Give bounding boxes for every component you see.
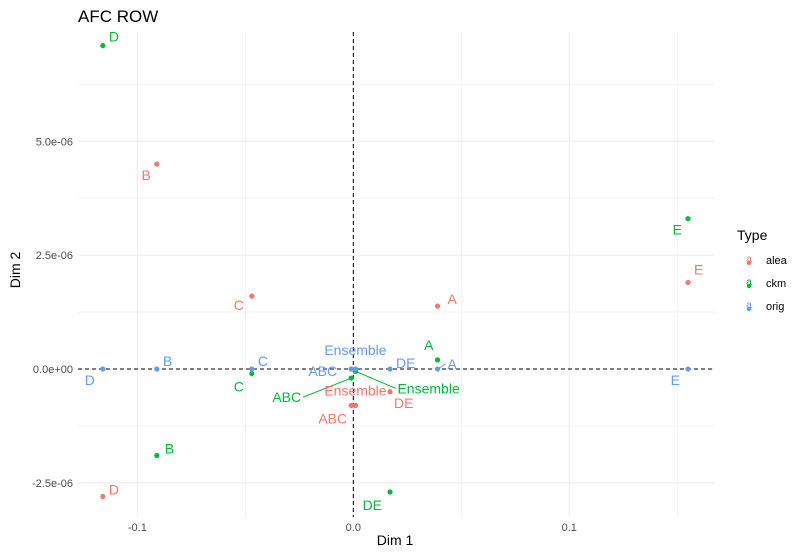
point-label-alea-abc: ABC <box>318 410 347 426</box>
scatter-point-ckm-abc <box>348 375 354 381</box>
point-label-orig-abc: ABC <box>308 363 337 379</box>
point-label-alea-ensemble: Ensemble <box>324 382 386 398</box>
point-label-ckm-a: A <box>424 337 434 353</box>
legend-item-orig: a orig <box>746 300 784 313</box>
legend: Type a alea a ckm a orig <box>737 227 788 313</box>
scatter-point-orig-a <box>434 366 441 372</box>
x-tick-label: 0.1 <box>562 522 577 534</box>
scatter-point-orig-e <box>685 366 691 372</box>
legend-label: alea <box>766 255 788 267</box>
scatter-point-orig-c <box>249 366 255 372</box>
point-label-alea-b: B <box>141 167 150 183</box>
point-label-alea-d: D <box>109 482 119 498</box>
point-label-alea-a: A <box>448 291 458 307</box>
point-label-orig-b: B <box>163 353 172 369</box>
scatter-point-orig-b <box>154 366 160 372</box>
point-label-orig-ensemble: Ensemble <box>324 342 386 358</box>
label-connector <box>302 377 352 398</box>
scatter-point-alea-b <box>154 161 160 167</box>
scatter-point-orig-abc <box>348 366 354 372</box>
scatter-point-ckm-c <box>249 370 255 377</box>
legend-title: Type <box>737 227 768 243</box>
point-label-orig-a: A <box>448 356 458 372</box>
scatter-point-orig-de <box>387 366 393 372</box>
y-tick-label: 2.5e-06 <box>36 250 73 262</box>
legend-item-ckm: a ckm <box>746 277 786 290</box>
point-label-orig-d: D <box>85 372 95 388</box>
y-tick-label: 5.0e-06 <box>36 136 73 148</box>
point-label-ckm-b: B <box>165 441 174 457</box>
scatter-point-alea-e <box>685 279 691 286</box>
point-label-orig-c: C <box>258 353 268 369</box>
scatter-point-ckm-e <box>685 216 691 222</box>
data-points <box>100 43 691 500</box>
axis-ticks: -0.1 0.0 0.1 -2.5e-06 0.0e+00 2.5e-06 5.0e-06 <box>32 136 577 534</box>
chart-title: AFC ROW <box>78 7 158 26</box>
scatter-point-ckm-d <box>100 43 106 49</box>
legend-key-point <box>746 260 752 266</box>
grid-lines <box>78 32 715 517</box>
point-label-ckm-d: D <box>109 29 119 45</box>
reference-lines <box>78 32 715 517</box>
scatter-point-alea-c <box>249 293 255 299</box>
point-label-orig-e: E <box>671 372 680 388</box>
point-label-ckm-c: C <box>234 379 244 395</box>
scatter-point-alea-ensemble <box>352 402 359 409</box>
scatter-point-ckm-b <box>154 452 160 459</box>
point-label-alea-e: E <box>694 261 703 277</box>
scatter-point-alea-a <box>434 303 441 309</box>
x-tick-label: -0.1 <box>128 522 147 534</box>
scatter-point-orig-ensemble <box>352 366 359 372</box>
scatter-point-orig-d <box>100 366 106 372</box>
x-tick-label: 0.0 <box>346 522 361 534</box>
scatter-point-alea-d <box>100 493 106 500</box>
point-label-ckm-e: E <box>673 222 682 238</box>
y-tick-label: 0.0e+00 <box>33 364 73 376</box>
legend-key-point <box>746 283 752 289</box>
point-label-ckm-ensemble: Ensemble <box>397 380 459 396</box>
legend-key-letter: a <box>746 254 752 265</box>
point-label-orig-de: DE <box>396 355 415 371</box>
point-label-ckm-de: DE <box>363 497 382 513</box>
point-label-alea-de: DE <box>394 395 413 411</box>
legend-label: orig <box>766 301 784 313</box>
x-axis-title: Dim 1 <box>377 532 414 548</box>
scatter-point-ckm-a <box>434 357 441 363</box>
legend-key-letter: a <box>746 300 752 311</box>
label-connector <box>355 370 396 389</box>
legend-label: ckm <box>766 278 786 290</box>
point-label-ckm-abc: ABC <box>272 389 301 405</box>
scatter-point-alea-abc <box>348 402 354 409</box>
scatter-point-alea-de <box>387 389 393 395</box>
legend-key-letter: a <box>746 277 752 288</box>
legend-item-alea: a alea <box>746 254 787 267</box>
point-label-alea-c: C <box>234 297 244 313</box>
scatter-point-ckm-de <box>387 489 393 495</box>
y-axis-title: Dim 2 <box>7 252 23 289</box>
legend-items: a alea a ckm a orig <box>746 254 787 313</box>
legend-key-point <box>746 306 752 312</box>
y-tick-label: -2.5e-06 <box>32 478 73 490</box>
